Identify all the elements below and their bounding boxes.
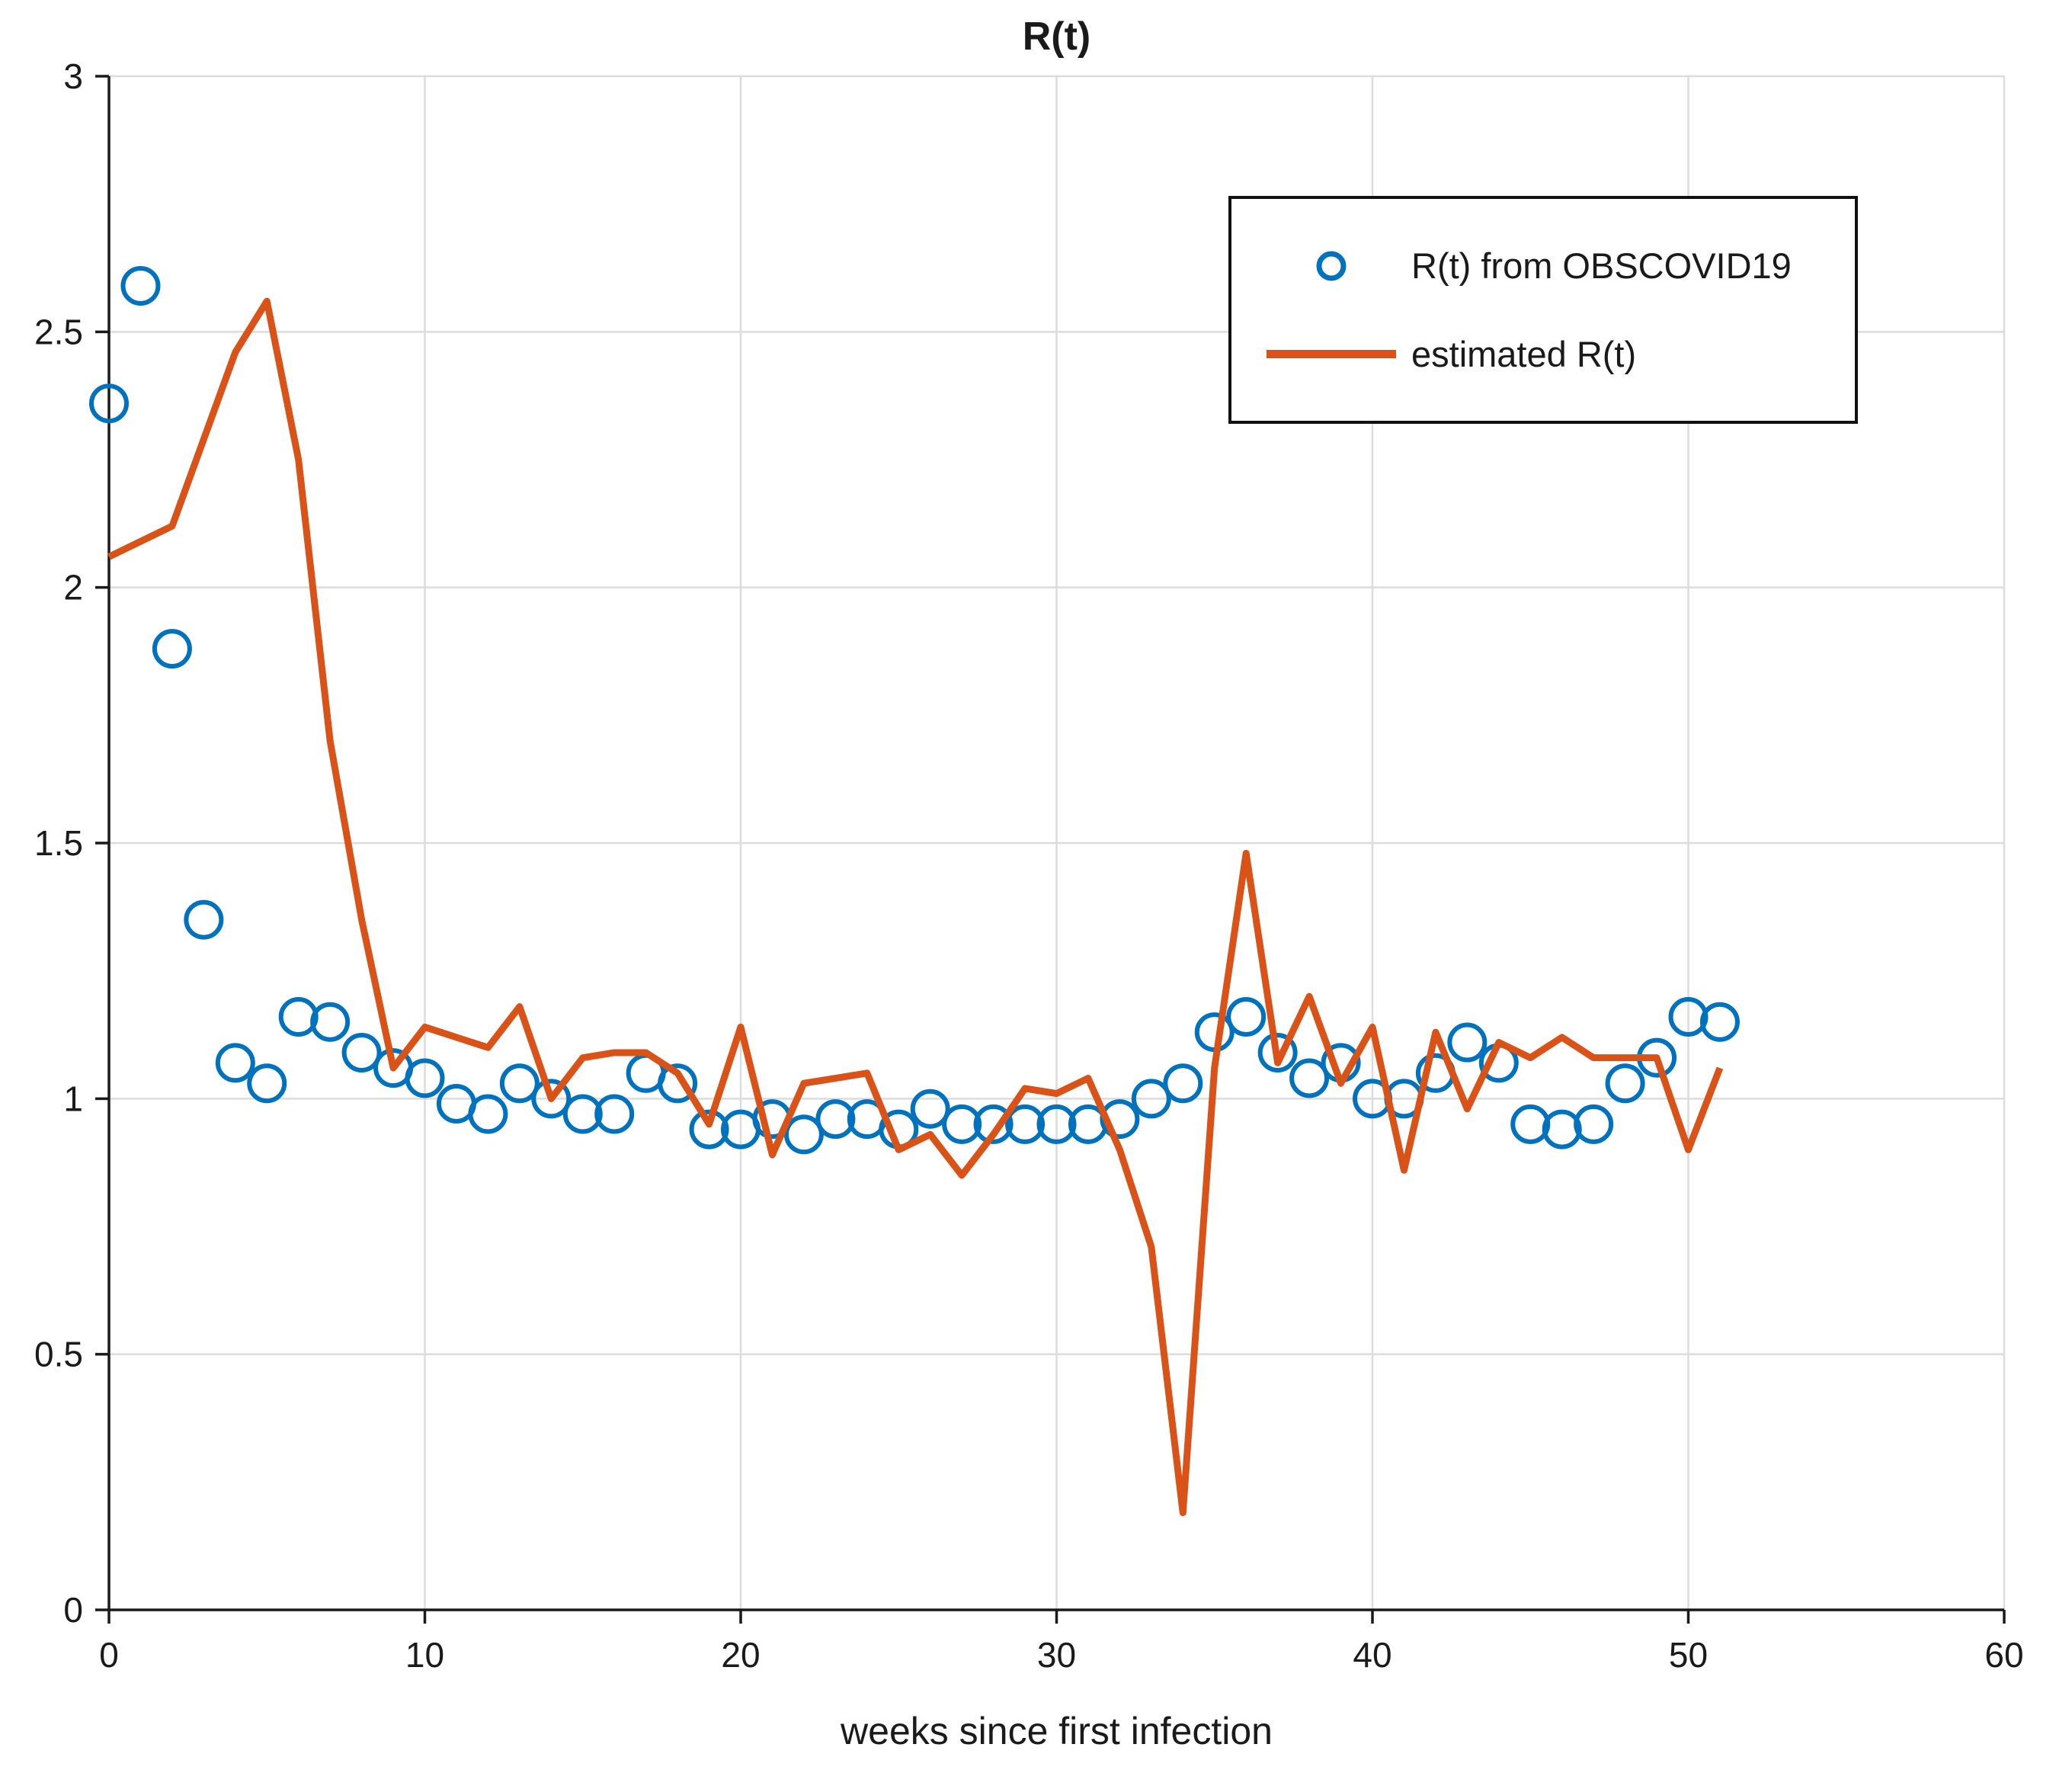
obscovid-rt-point	[1510, 1104, 1551, 1144]
obscovid-rt-point	[184, 899, 224, 940]
x-tick-label: 30	[1037, 1635, 1076, 1675]
obscovid-rt-point	[1005, 1104, 1046, 1144]
y-tick-label: 1	[63, 1079, 83, 1118]
y-tick-label: 1.5	[34, 823, 83, 863]
obscovid-rt-point	[1668, 997, 1709, 1037]
obscovid-rt-point	[1131, 1079, 1171, 1119]
y-tick-label: 3	[63, 56, 83, 96]
chart-title: R(t)	[1022, 14, 1091, 59]
legend-marker-circle-icon	[1251, 248, 1411, 284]
obscovid-rt-point	[1226, 997, 1267, 1037]
obscovid-rt-point	[247, 1063, 287, 1104]
obscovid-rt-point	[341, 1032, 382, 1072]
obscovid-rt-point	[973, 1104, 1014, 1144]
obscovid-rt-point	[910, 1088, 950, 1129]
obscovid-rt-point	[783, 1114, 824, 1155]
x-tick-label: 0	[99, 1635, 119, 1675]
legend-item-estimated: estimated R(t)	[1251, 333, 1855, 375]
x-tick-label: 50	[1669, 1635, 1708, 1675]
obscovid-rt-point	[1257, 1032, 1298, 1072]
obscovid-rt-point	[531, 1079, 572, 1119]
obscovid-rt-point	[152, 629, 192, 669]
y-tick-label: 0	[63, 1590, 83, 1630]
legend-marker-line-icon	[1251, 349, 1411, 358]
obscovid-rt-point	[1163, 1063, 1203, 1104]
legend-item-label: estimated R(t)	[1411, 333, 1637, 374]
y-tick-label: 2	[63, 568, 83, 608]
x-axis-label: weeks since first infection	[841, 1710, 1273, 1752]
obscovid-rt-point	[1605, 1063, 1645, 1104]
obscovid-rt-point	[1036, 1104, 1077, 1144]
obscovid-rt-point	[499, 1063, 540, 1104]
obscovid-rt-point	[815, 1099, 856, 1140]
y-tick-label: 2.5	[34, 312, 83, 351]
obscovid-rt-point	[1289, 1058, 1330, 1098]
legend-item-obscovid: R(t) from OBSCOVID19	[1251, 245, 1855, 287]
obscovid-rt-point	[689, 1109, 729, 1149]
obscovid-rt-point	[310, 1002, 351, 1042]
obscovid-rt-point	[278, 997, 319, 1037]
x-tick-label: 10	[405, 1635, 444, 1675]
x-tick-label: 40	[1353, 1635, 1391, 1675]
obscovid-rt-point	[468, 1094, 508, 1134]
obscovid-rt-point	[942, 1104, 982, 1144]
obscovid-rt-point	[562, 1094, 603, 1134]
y-tick-label: 0.5	[34, 1335, 83, 1374]
obscovid-rt-point	[1699, 1002, 1740, 1042]
obscovid-rt-point	[215, 1043, 255, 1083]
x-tick-label: 60	[1984, 1635, 2023, 1675]
obscovid-rt-point	[1100, 1099, 1140, 1140]
estimated-rt-line	[107, 297, 1724, 1517]
x-tick-label: 20	[721, 1635, 760, 1675]
legend: R(t) from OBSCOVID19 estimated R(t)	[1228, 196, 1858, 424]
obscovid-rt-point	[1542, 1109, 1582, 1149]
legend-item-label: R(t) from OBSCOVID19	[1411, 245, 1792, 287]
obscovid-rt-point	[120, 265, 161, 306]
obscovid-rt-point	[1447, 1022, 1488, 1063]
obscovid-rt-point	[594, 1094, 635, 1134]
obscovid-rt-point	[658, 1063, 698, 1104]
obscovid-rt-point	[89, 383, 129, 424]
obscovid-rt-point	[1574, 1104, 1614, 1144]
obscovid-rt-point	[405, 1058, 445, 1098]
